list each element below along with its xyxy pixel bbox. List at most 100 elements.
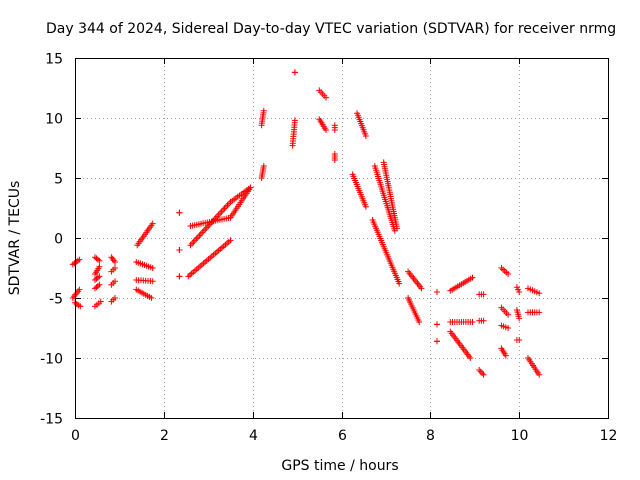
series-track-08 xyxy=(92,298,104,310)
data-point xyxy=(176,209,183,216)
series-track-32 xyxy=(331,151,338,163)
data-point xyxy=(149,278,156,285)
series-track-12 xyxy=(108,295,118,305)
series-track-45 xyxy=(447,328,474,361)
data-point xyxy=(434,289,440,295)
series-track-29 xyxy=(316,87,329,101)
series-track-31 xyxy=(331,122,338,133)
series-track-35 xyxy=(371,163,398,234)
series-track-27 xyxy=(289,117,298,149)
data-point xyxy=(247,184,254,191)
series-track-11 xyxy=(108,278,118,288)
data-point xyxy=(467,355,474,361)
series-track-16 xyxy=(133,286,155,301)
series-track-54 xyxy=(513,307,523,322)
data-points xyxy=(69,69,543,378)
data-point xyxy=(323,127,329,133)
series-track-52 xyxy=(498,345,509,359)
data-point xyxy=(76,256,83,263)
data-point xyxy=(112,295,118,301)
data-point xyxy=(149,265,156,271)
data-point xyxy=(536,371,543,378)
y-tick-label: -10 xyxy=(40,352,63,368)
series-track-13 xyxy=(134,220,156,249)
data-point xyxy=(112,278,118,285)
x-tick-label: 2 xyxy=(160,428,169,444)
data-point xyxy=(96,263,103,270)
data-point xyxy=(516,289,523,295)
series-track-22 xyxy=(187,214,234,229)
y-tick-label: 10 xyxy=(45,112,63,128)
series-track-58 xyxy=(525,355,543,378)
series-track-18 xyxy=(176,247,183,253)
series-track-47 xyxy=(476,317,487,324)
data-point xyxy=(96,257,103,264)
series-track-38 xyxy=(405,268,425,292)
data-point xyxy=(291,69,298,76)
y-tick-label: 5 xyxy=(54,172,63,188)
data-point xyxy=(112,259,118,265)
data-point xyxy=(394,225,400,232)
series-track-28 xyxy=(291,69,298,76)
series-track-56 xyxy=(525,285,543,297)
data-point xyxy=(96,281,103,288)
series-track-15 xyxy=(133,277,156,285)
plot-frame xyxy=(75,58,609,419)
data-point xyxy=(469,319,476,325)
data-point xyxy=(536,290,543,297)
series-track-42 xyxy=(434,338,440,345)
series-track-14 xyxy=(133,259,156,271)
series-track-50 xyxy=(498,304,512,318)
series-track-10 xyxy=(108,265,118,275)
series-track-04 xyxy=(92,254,103,264)
data-point xyxy=(148,295,155,301)
y-tick-label: -5 xyxy=(49,292,63,308)
series-track-44 xyxy=(447,319,476,325)
chart-title: Day 344 of 2024, Sidereal Day-to-day VTE… xyxy=(46,21,616,37)
series-track-53 xyxy=(513,284,523,295)
data-point xyxy=(227,237,234,244)
data-point xyxy=(176,247,183,253)
series-track-06 xyxy=(92,273,103,283)
y-tick-label: -15 xyxy=(40,412,63,428)
data-point xyxy=(291,117,298,124)
series-track-57 xyxy=(525,309,543,316)
series-track-09 xyxy=(108,254,118,265)
series-track-20 xyxy=(185,237,234,280)
x-axis-title: GPS time / hours xyxy=(281,458,398,474)
series-track-41 xyxy=(434,321,440,328)
series-track-34 xyxy=(349,171,369,210)
data-point xyxy=(480,317,487,324)
x-tick-label: 6 xyxy=(338,428,347,444)
y-tick-label: 15 xyxy=(45,52,63,68)
series-track-26 xyxy=(258,107,267,129)
data-point xyxy=(77,303,84,310)
y-tick-label: 0 xyxy=(54,232,63,248)
series-track-43 xyxy=(447,274,476,294)
series-track-40 xyxy=(434,289,440,295)
series-track-17 xyxy=(176,209,183,216)
series-track-33 xyxy=(354,110,369,139)
grid-lines xyxy=(75,58,608,418)
series-track-48 xyxy=(476,367,487,378)
data-point xyxy=(418,285,425,292)
data-point xyxy=(362,203,369,210)
data-point xyxy=(396,280,403,287)
data-point xyxy=(469,274,476,281)
series-track-05 xyxy=(92,263,103,277)
y-axis-title: SDTVAR / TECUs xyxy=(7,181,23,296)
data-point xyxy=(362,133,369,139)
data-point xyxy=(112,265,118,271)
series-track-30 xyxy=(316,116,329,133)
data-point xyxy=(96,273,103,280)
data-point xyxy=(176,273,183,280)
series-track-55 xyxy=(513,337,523,343)
x-tick-label: 0 xyxy=(71,428,80,444)
data-point xyxy=(434,321,440,328)
series-track-07 xyxy=(92,281,103,292)
data-point xyxy=(323,94,329,101)
data-point xyxy=(505,325,512,331)
data-point xyxy=(416,319,423,325)
series-track-49 xyxy=(498,265,512,277)
